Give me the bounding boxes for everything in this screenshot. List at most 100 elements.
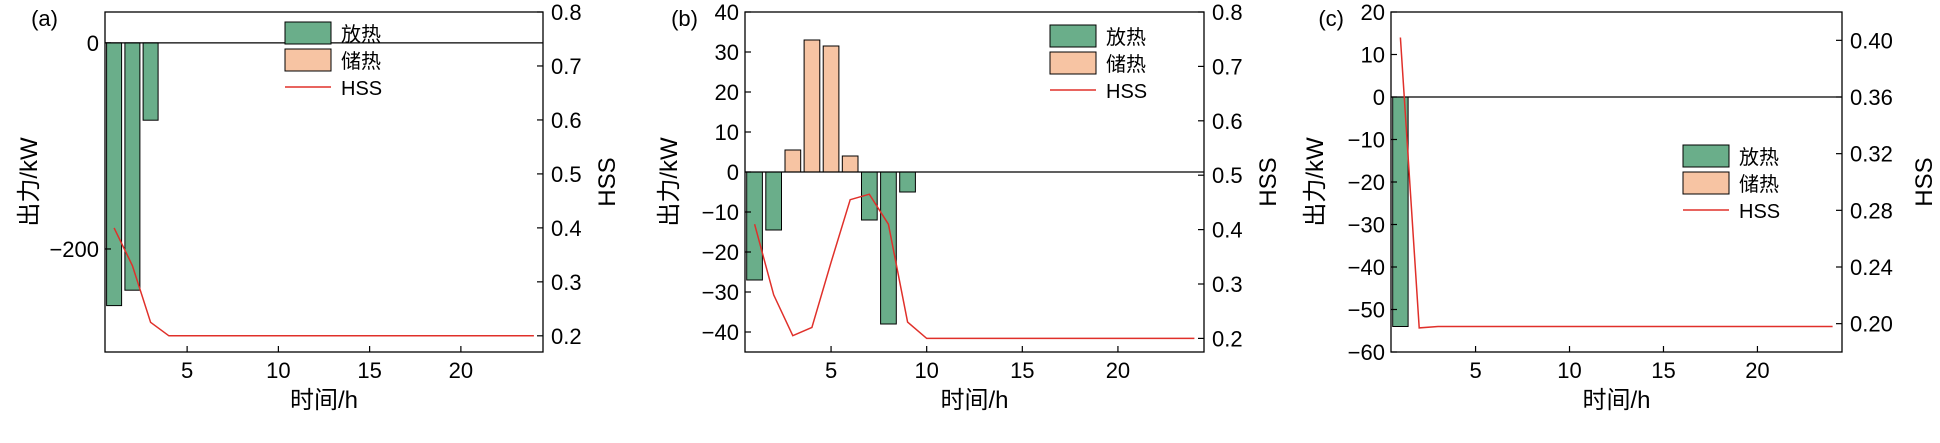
x-tick-label: 5 [1469, 358, 1481, 383]
panel-label: (b) [671, 6, 698, 31]
hss-line [113, 227, 534, 337]
y2-tick-label: 0.2 [551, 324, 582, 349]
y-axis-label: 出力/kW [1302, 137, 1329, 227]
panel-label: (c) [1318, 6, 1344, 31]
y-tick-label: 40 [715, 0, 739, 25]
y-tick-label: −10 [1348, 128, 1385, 153]
x-axis-label: 时间/h [290, 387, 358, 414]
legend-label-0: 放热 [1106, 26, 1146, 49]
x-tick-label: 5 [181, 358, 193, 383]
y-axis-label: 出力/kW [656, 137, 683, 227]
x-tick-label: 15 [1010, 358, 1034, 383]
legend-label-0: 放热 [1739, 146, 1779, 169]
legend-label-1: 储热 [1739, 173, 1779, 196]
bar-release-2 [124, 42, 141, 291]
y-tick-label: 0 [87, 31, 99, 56]
x-tick-label: 15 [357, 358, 381, 383]
y-tick-label: −40 [702, 320, 739, 345]
y-tick-label: 20 [715, 80, 739, 105]
legend-label-1: 储热 [341, 50, 381, 73]
y-tick-label: −60 [1348, 340, 1385, 365]
bar-store-5 [822, 45, 840, 173]
y-tick-label: −40 [1348, 255, 1385, 280]
legend-label-2: HSS [341, 78, 382, 100]
y2-tick-label: 0.24 [1850, 255, 1893, 280]
y2-tick-label: 0.36 [1850, 85, 1893, 110]
legend-label-2: HSS [1739, 201, 1780, 223]
y-tick-label: −30 [702, 280, 739, 305]
y2-tick-label: 0.3 [551, 270, 582, 295]
legend-swatch-0 [1049, 24, 1097, 48]
y2-tick-label: 0.28 [1850, 198, 1893, 223]
y-axis-label: 出力/kW [16, 137, 43, 227]
y2-tick-label: 0.6 [551, 108, 582, 133]
x-axis-label: 时间/h [940, 387, 1008, 414]
y-tick-label: 10 [1361, 43, 1385, 68]
y2-tick-label: 0.2 [1212, 326, 1243, 351]
legend-label-0: 放热 [341, 23, 381, 46]
hss-line [1399, 37, 1833, 329]
y2-tick-label: 0.7 [1212, 54, 1243, 79]
chart-panel-3: 5 10 15 20 −60 −50 −40 −30 −20 −10 0 10 20 0.20 0.24 0.… [1302, 0, 1938, 414]
x-tick-label: 20 [1745, 358, 1769, 383]
y2-axis-label: HSS [1911, 157, 1938, 206]
y2-tick-label: 0.5 [1212, 163, 1243, 188]
x-axis-label: 时间/h [1582, 387, 1650, 414]
plot-frame [104, 11, 544, 353]
bar-release-1 [106, 42, 123, 307]
y2-axis-label: HSS [1255, 157, 1282, 206]
y-tick-label: 0 [1373, 85, 1385, 110]
y2-axis-label: HSS [594, 157, 621, 206]
legend-swatch-0 [1682, 144, 1730, 168]
legend-swatch-1 [284, 48, 332, 72]
bar-store-6 [841, 155, 859, 173]
legend-swatch-0 [284, 21, 332, 45]
bar-release-9 [899, 171, 916, 193]
legend-swatch-1 [1682, 171, 1730, 195]
y2-tick-label: 0.40 [1850, 28, 1893, 53]
bar-release-2 [765, 171, 782, 231]
panel-label: (a) [31, 6, 58, 31]
x-tick-label: 5 [825, 358, 837, 383]
y-tick-label: −10 [702, 200, 739, 225]
y2-tick-label: 0.32 [1850, 142, 1893, 167]
legend-swatch-1 [1049, 51, 1097, 75]
y2-tick-label: 0.8 [551, 0, 582, 25]
bar-store-3 [784, 149, 802, 173]
y-tick-label: 20 [1361, 0, 1385, 25]
x-tick-label: 10 [914, 358, 938, 383]
y-tick-label: −200 [49, 237, 99, 262]
y-tick-label: −30 [1348, 213, 1385, 238]
y2-tick-label: 0.20 [1850, 312, 1893, 337]
plot-frame [744, 11, 1205, 353]
y-tick-label: 30 [715, 40, 739, 65]
y-tick-label: −50 [1348, 298, 1385, 323]
legend-label-1: 储热 [1106, 53, 1146, 76]
x-tick-label: 20 [1106, 358, 1130, 383]
bar-release-8 [880, 171, 897, 325]
y2-tick-label: 0.8 [1212, 0, 1243, 25]
hss-line [753, 193, 1195, 340]
legend-label-2: HSS [1106, 81, 1147, 103]
y2-tick-label: 0.3 [1212, 272, 1243, 297]
bar-store-4 [803, 39, 821, 173]
y2-tick-label: 0.6 [1212, 109, 1243, 134]
y2-tick-label: 0.7 [551, 54, 582, 79]
x-tick-label: 10 [266, 358, 290, 383]
y-tick-label: −20 [1348, 170, 1385, 195]
bar-release-3 [142, 42, 159, 121]
y-tick-label: −20 [702, 240, 739, 265]
y-tick-label: 10 [715, 120, 739, 145]
chart-panel-1: 5 10 15 20 −200 0 0.2 0.3 0.4 0.5 0.6 0.7 0.8 时间/h 出力/… [16, 0, 621, 414]
y-tick-label: 0 [727, 160, 739, 185]
y2-tick-label: 0.4 [1212, 218, 1243, 243]
x-tick-label: 20 [449, 358, 473, 383]
x-tick-label: 15 [1651, 358, 1675, 383]
y2-tick-label: 0.4 [551, 216, 582, 241]
x-tick-label: 10 [1557, 358, 1581, 383]
y2-tick-label: 0.5 [551, 162, 582, 187]
